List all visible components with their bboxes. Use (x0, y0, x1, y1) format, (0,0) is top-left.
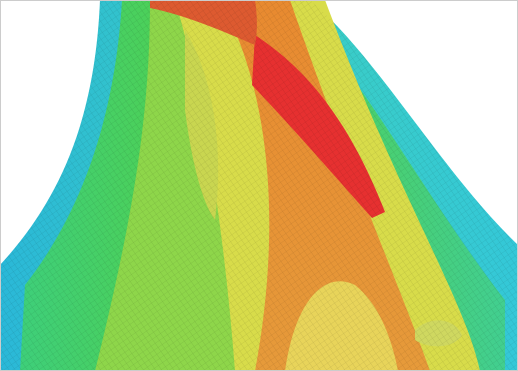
terrain (0, 0, 518, 371)
mesh-overlay (0, 0, 518, 371)
surface-render (0, 0, 518, 371)
page (0, 0, 518, 371)
